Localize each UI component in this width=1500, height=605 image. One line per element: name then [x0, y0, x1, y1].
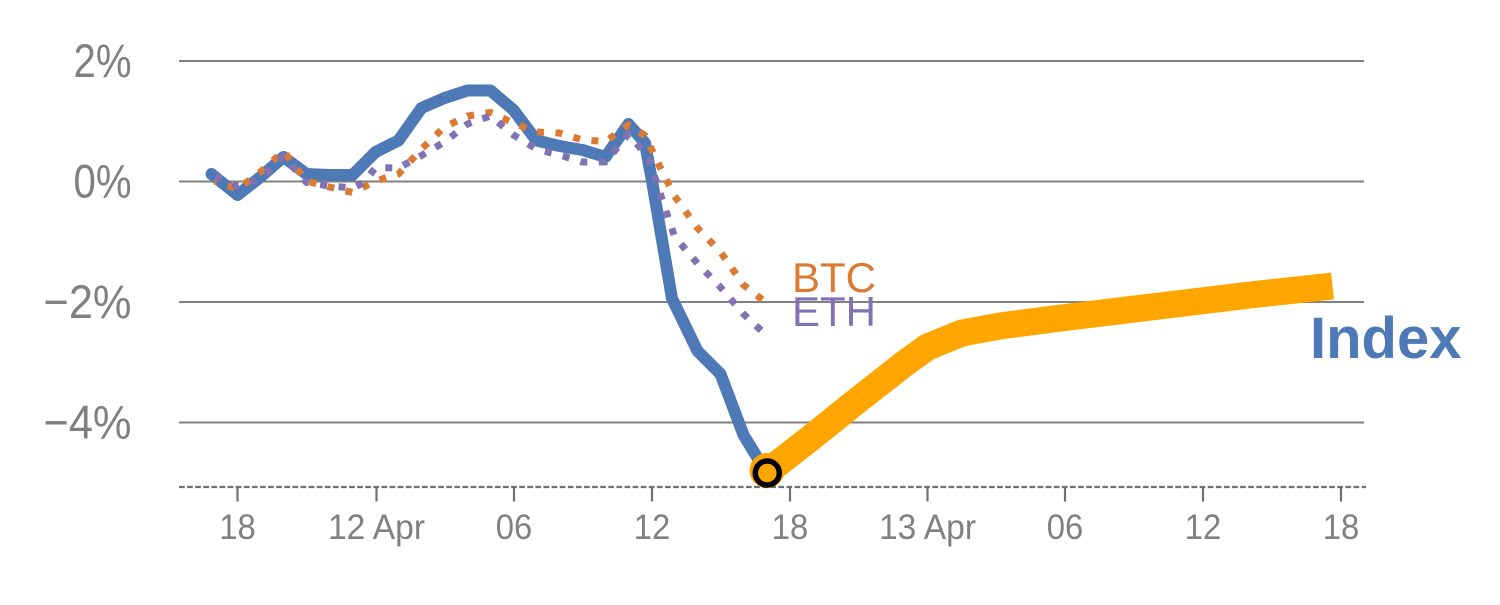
svg-text:−4%: −4% — [44, 396, 132, 449]
svg-text:−2%: −2% — [44, 275, 132, 328]
svg-text:06: 06 — [496, 508, 533, 547]
svg-text:18: 18 — [1323, 508, 1360, 547]
svg-text:13 Apr: 13 Apr — [879, 508, 976, 547]
svg-text:Index: Index — [1310, 306, 1462, 371]
svg-text:2%: 2% — [74, 34, 132, 87]
svg-text:12: 12 — [1185, 508, 1222, 547]
svg-text:12 Apr: 12 Apr — [328, 508, 425, 547]
svg-text:06: 06 — [1047, 508, 1084, 547]
svg-text:18: 18 — [772, 508, 809, 547]
svg-text:BTC: BTC — [792, 254, 876, 301]
svg-text:18: 18 — [219, 508, 256, 547]
svg-text:12: 12 — [634, 508, 671, 547]
svg-text:0%: 0% — [74, 155, 132, 208]
svg-text:ETH: ETH — [792, 288, 876, 335]
